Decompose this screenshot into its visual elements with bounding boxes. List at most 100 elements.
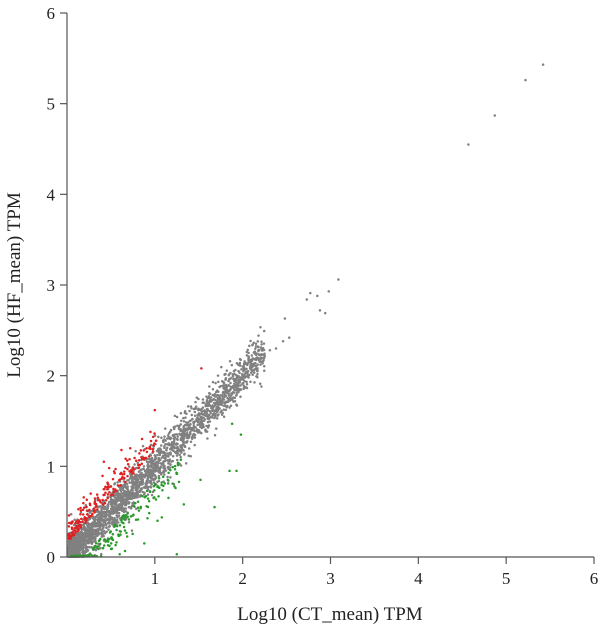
scatter-point: [166, 475, 169, 479]
scatter-point: [227, 379, 230, 383]
scatter-point: [127, 500, 131, 504]
scatter-point: [149, 476, 153, 480]
scatter-point: [252, 371, 256, 374]
scatter-point: [259, 357, 262, 361]
scatter-point: [98, 526, 102, 529]
scatter-point-up: [71, 520, 74, 524]
scatter-point: [230, 392, 233, 395]
scatter-point-up: [67, 525, 71, 528]
scatter-point: [97, 542, 100, 546]
scatter-point-up: [81, 513, 85, 516]
scatter-point-up: [84, 519, 88, 522]
scatter-point: [246, 348, 249, 352]
scatter-point: [219, 403, 223, 406]
scatter-point: [95, 528, 98, 532]
scatter-point: [148, 457, 151, 461]
scatter-point-down: [101, 546, 105, 550]
scatter-point: [233, 391, 236, 394]
scatter-point: [73, 537, 76, 540]
scatter-point: [142, 465, 146, 468]
scatter-point-up: [75, 524, 78, 528]
scatter-point: [305, 298, 309, 301]
scatter-point: [135, 481, 139, 485]
scatter-point: [192, 432, 196, 436]
scatter-point-down: [157, 495, 160, 498]
scatter-point: [119, 489, 123, 493]
scatter-point: [159, 451, 162, 455]
scatter-point: [139, 483, 143, 486]
scatter-point: [211, 408, 214, 411]
scatter-point: [193, 429, 196, 433]
scatter-point-up: [142, 456, 146, 460]
scatter-point: [161, 451, 165, 454]
scatter-point: [82, 536, 86, 539]
scatter-point: [250, 364, 253, 367]
scatter-point: [114, 496, 117, 500]
scatter-point-down: [123, 549, 127, 553]
scatter-point: [173, 425, 177, 428]
scatter-point: [231, 375, 235, 378]
scatter-point: [114, 499, 118, 502]
scatter-point-up: [112, 493, 115, 496]
scatter-point: [241, 382, 245, 385]
scatter-point-down: [167, 471, 170, 475]
scatter-point-up: [151, 435, 155, 439]
scatter-point-up: [114, 488, 117, 491]
scatter-point: [260, 385, 263, 388]
scatter-point: [211, 399, 214, 402]
scatter-point: [201, 406, 205, 409]
scatter-point: [160, 444, 163, 447]
scatter-point: [93, 520, 96, 523]
scatter-point: [227, 392, 231, 395]
scatter-point-up: [128, 469, 131, 473]
scatter-point: [232, 379, 236, 382]
scatter-point: [493, 114, 496, 117]
scatter-point: [220, 393, 224, 397]
scatter-point-up: [119, 484, 122, 487]
scatter-point: [100, 528, 103, 532]
scatter-point-up: [130, 468, 133, 472]
scatter-point: [250, 369, 254, 373]
scatter-point-up: [125, 459, 129, 462]
scatter-point-down: [146, 505, 150, 509]
scatter-point: [191, 426, 195, 430]
scatter-point-down: [88, 553, 91, 556]
scatter-point-down: [123, 529, 127, 532]
scatter-point-up: [101, 474, 104, 478]
scatter-point: [237, 369, 240, 373]
scatter-point: [179, 428, 183, 431]
scatter-point-up: [76, 529, 80, 533]
scatter-point-down: [108, 531, 112, 534]
scatter-point: [110, 521, 114, 524]
scatter-point-up: [94, 505, 97, 509]
scatter-point-down: [119, 530, 122, 533]
scatter-point-up: [106, 481, 109, 484]
scatter-point-down: [161, 475, 165, 479]
scatter-point: [106, 505, 110, 508]
scatter-point-down: [148, 490, 152, 494]
scatter-point: [127, 478, 130, 482]
scatter-point: [125, 482, 129, 485]
scatter-point-down: [140, 494, 144, 498]
scatter-point: [188, 430, 192, 434]
scatter-point: [222, 415, 226, 418]
scatter-point: [247, 376, 250, 379]
scatter-point-down: [117, 534, 120, 538]
scatter-point: [239, 376, 242, 379]
scatter-point: [208, 400, 211, 404]
scatter-point: [205, 398, 209, 402]
scatter-point: [108, 512, 111, 515]
scatter-point: [217, 413, 220, 416]
scatter-point: [113, 516, 116, 520]
scatter-point: [110, 517, 114, 521]
y-tick-label: 3: [47, 276, 56, 295]
scatter-point-up: [101, 498, 104, 502]
scatter-point-down: [123, 518, 126, 521]
scatter-point: [131, 476, 134, 480]
scatter-point: [176, 424, 179, 427]
scatter-point: [69, 513, 73, 516]
scatter-point: [136, 479, 139, 483]
scatter-point: [117, 514, 121, 518]
scatter-point: [184, 434, 188, 437]
scatter-point: [188, 426, 192, 429]
